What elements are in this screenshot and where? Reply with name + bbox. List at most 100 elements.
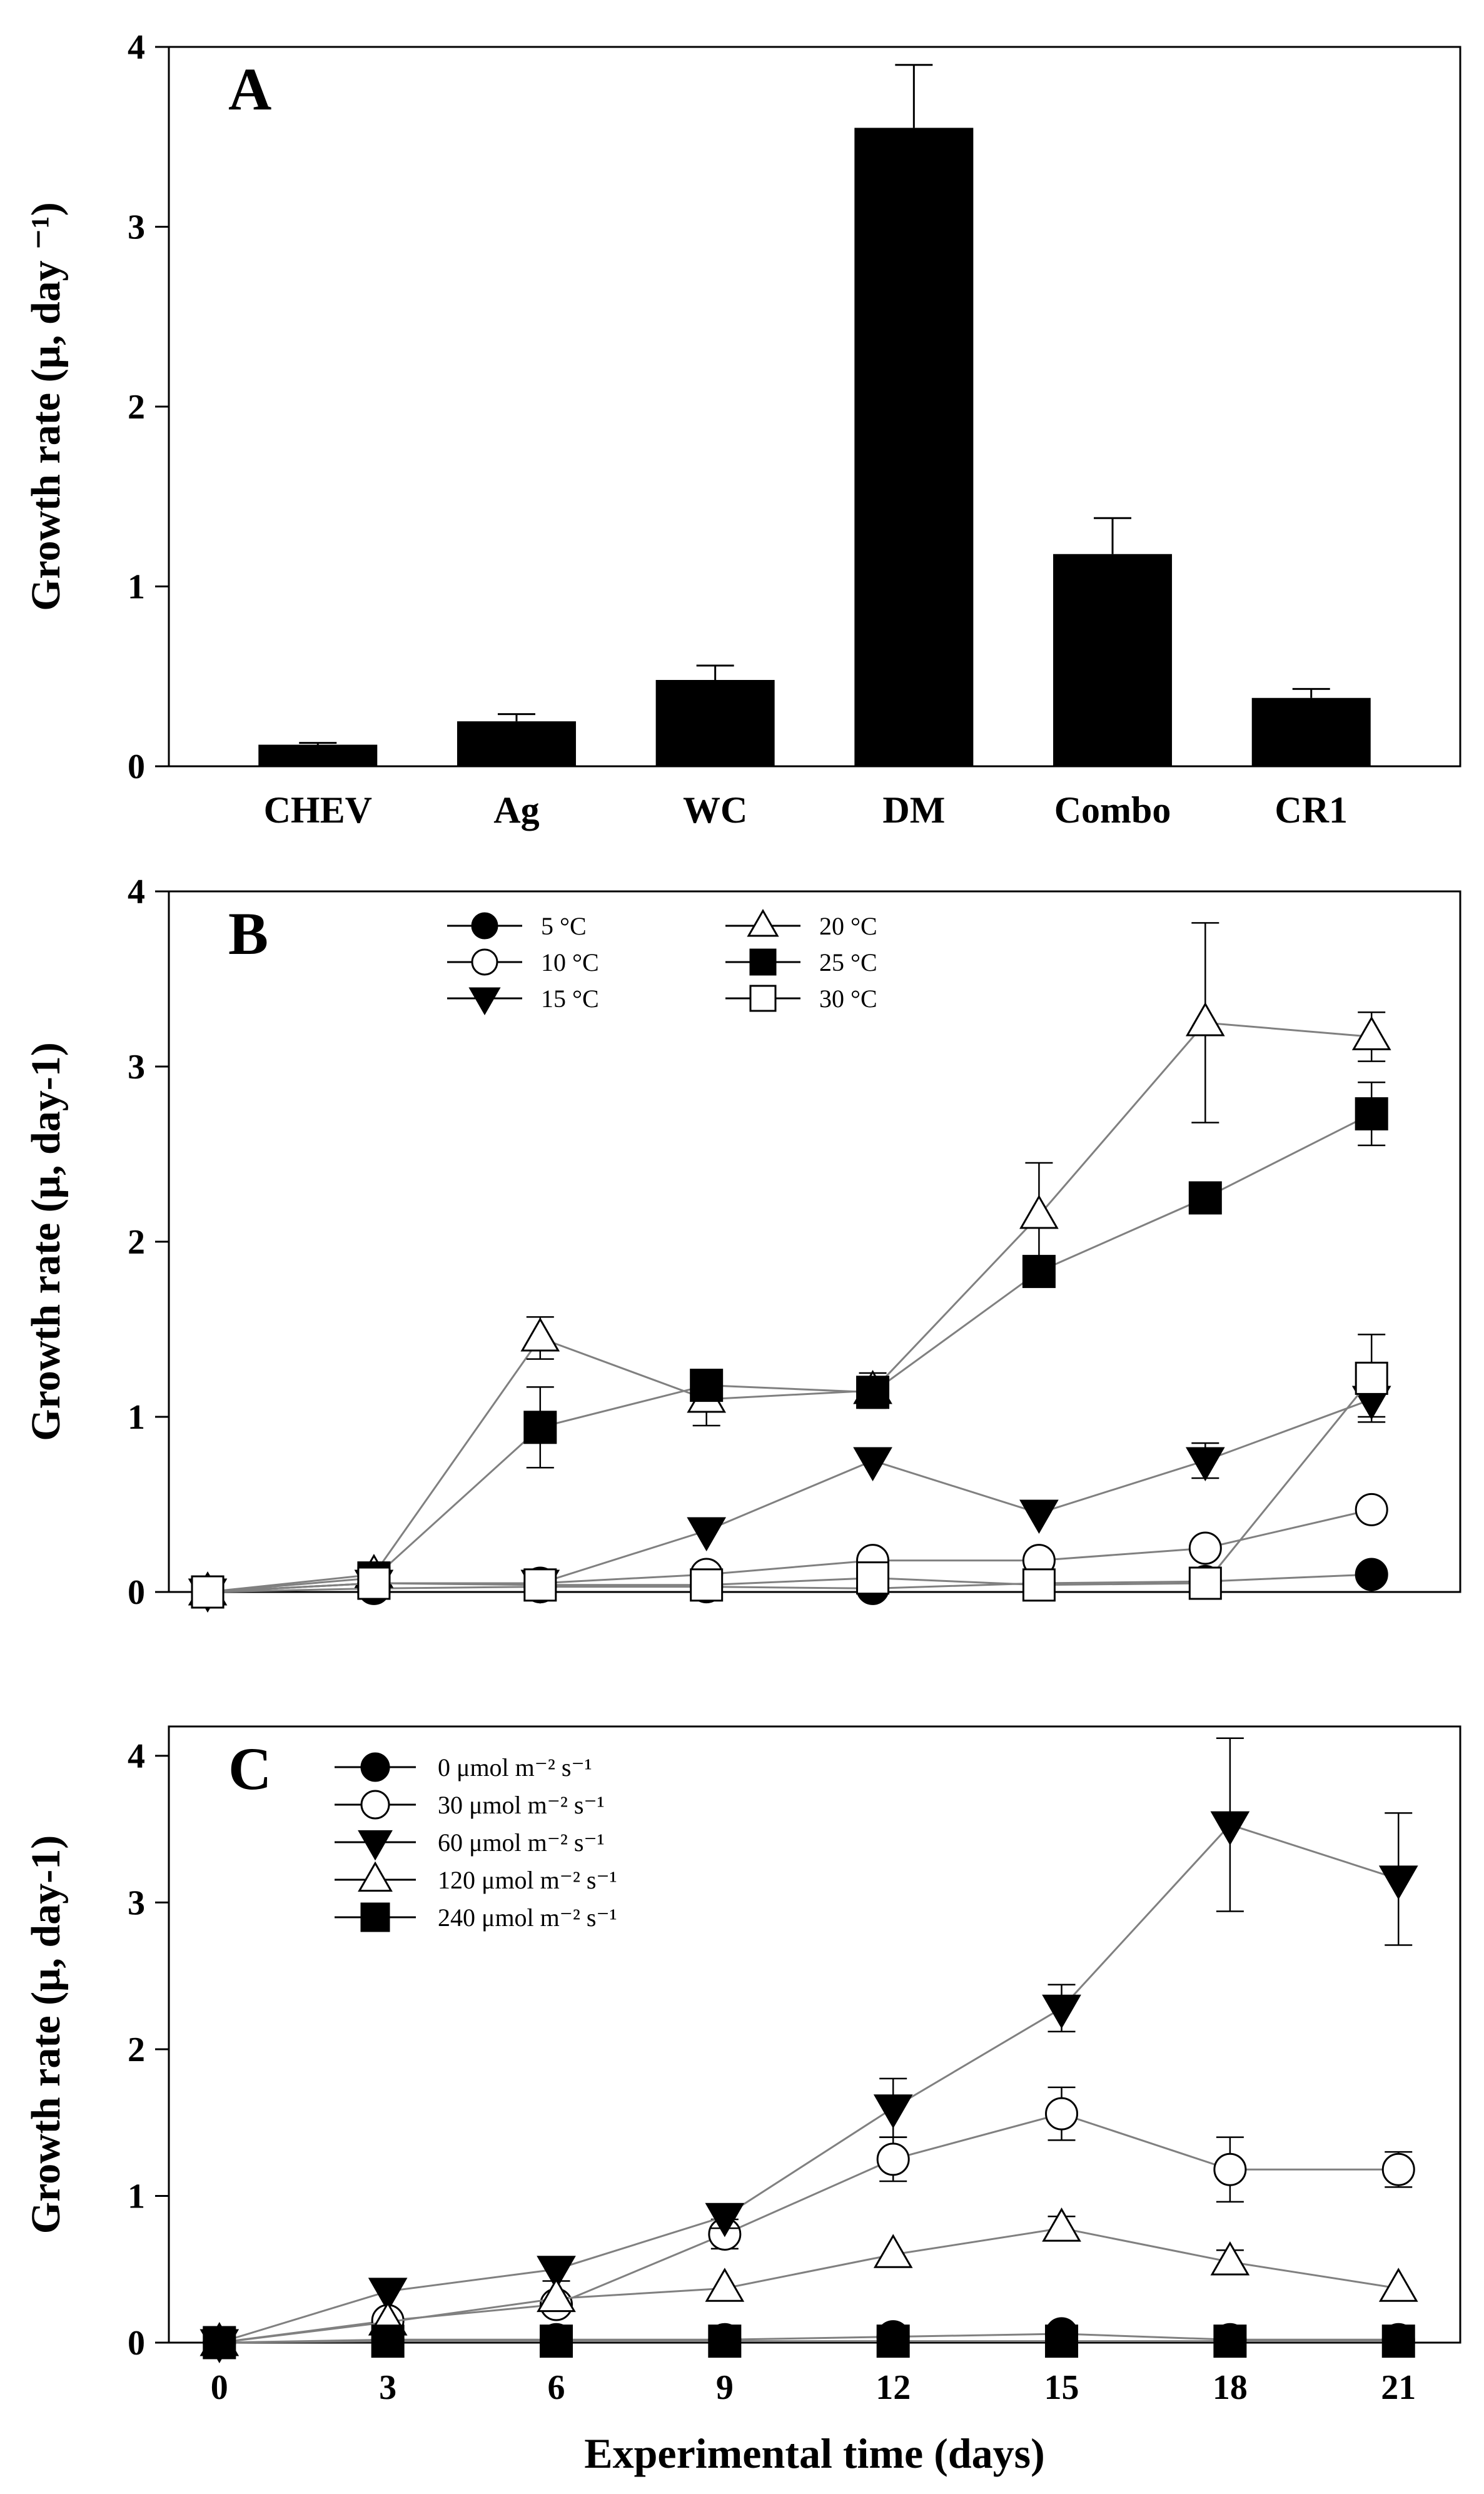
data-point-c-1 xyxy=(1381,2152,1415,2186)
data-point-c-3 xyxy=(873,2234,913,2268)
panel-label-b: B xyxy=(228,900,268,967)
data-point-b-4 xyxy=(856,1376,890,1409)
legend-marker-c-0 xyxy=(360,1752,390,1782)
data-point-b-5 xyxy=(523,1568,557,1602)
y-tick-label-c: 1 xyxy=(128,2177,145,2216)
legend-marker-b-5 xyxy=(749,985,777,1012)
y-tick-label-b: 1 xyxy=(128,1398,145,1437)
legend-label-c-1: 30 μmol m⁻² s⁻¹ xyxy=(438,1791,605,1819)
bar-chev xyxy=(258,744,378,766)
y-axis-title-c: Growth rate (μ, day-1) xyxy=(23,1835,69,2234)
data-point-b-2 xyxy=(1185,1447,1225,1482)
series-b-5 xyxy=(191,1334,1388,1609)
data-point-c-3 xyxy=(1042,2208,1081,2242)
legend-label-b-4: 25 °C xyxy=(819,948,877,976)
x-tick-label-c: 0 xyxy=(211,2368,228,2407)
data-point-b-4 xyxy=(1022,1255,1056,1289)
data-point-c-3 xyxy=(1210,2241,1250,2276)
y-tick-label-a: 1 xyxy=(128,568,145,607)
panel-a: 0 1 2 3 4 Growth rate (μ, day ⁻¹) A CHEV Ag WC DM C… xyxy=(23,28,1461,831)
x-tick-label-c: 6 xyxy=(548,2368,565,2407)
legend-marker-b-1 xyxy=(471,948,498,976)
data-point-c-1 xyxy=(876,2142,910,2176)
category-label-chev: CHEV xyxy=(264,789,372,831)
panel-label-a: A xyxy=(228,56,271,123)
legend-b: 5 °C 10 °C 15 °C 20 °C 25 °C 30 °C xyxy=(447,908,877,1016)
series-line-b-3 xyxy=(207,1021,1372,1593)
data-point-b-5 xyxy=(357,1566,391,1600)
legend-label-c-3: 120 μmol m⁻² s⁻¹ xyxy=(438,1866,617,1894)
data-point-b-1 xyxy=(1188,1531,1222,1565)
y-axis-title-b: Growth rate (μ, day-1) xyxy=(23,1042,69,1441)
data-point-c-2 xyxy=(873,2094,913,2129)
legend-label-c-2: 60 μmol m⁻² s⁻¹ xyxy=(438,1828,605,1857)
data-point-c-3 xyxy=(1378,2268,1418,2302)
panel-label-c: C xyxy=(228,1735,271,1802)
bar-ag xyxy=(457,721,576,766)
y-tick-label-c: 3 xyxy=(128,1883,145,1922)
data-point-b-4 xyxy=(690,1369,724,1402)
data-point-c-2 xyxy=(1210,1811,1250,1846)
data-point-c-4 xyxy=(1213,2324,1247,2358)
legend-label-b-5: 30 °C xyxy=(819,985,877,1013)
data-point-b-2 xyxy=(1019,1499,1059,1534)
data-point-b-5 xyxy=(856,1561,890,1595)
y-tick-label-c: 2 xyxy=(128,2030,145,2069)
data-point-b-4 xyxy=(523,1411,557,1444)
plot-frame-c xyxy=(168,1725,1461,2344)
legend-marker-b-4 xyxy=(749,948,777,976)
category-label-combo: Combo xyxy=(1054,789,1171,831)
data-point-c-4 xyxy=(876,2324,910,2358)
legend-c: 0 μmol m⁻² s⁻¹ 30 μmol m⁻² s⁻¹ 60 μmol m⁻²… xyxy=(335,1752,617,1932)
legend-label-b-2: 15 °C xyxy=(541,985,599,1013)
y-tick-label-b: 3 xyxy=(128,1048,145,1087)
x-tick-label-c: 21 xyxy=(1381,2368,1416,2407)
legend-marker-c-3 xyxy=(358,1861,393,1892)
data-point-c-4 xyxy=(371,2324,405,2358)
category-label-cr1: CR1 xyxy=(1275,789,1348,831)
y-axis-title-a: Growth rate (μ, day ⁻¹) xyxy=(23,202,69,611)
category-label-ag: Ag xyxy=(493,789,539,831)
bar-dm xyxy=(854,128,974,766)
x-tick-label-c: 15 xyxy=(1044,2368,1079,2407)
x-axis-title-c: Experimental time (days) xyxy=(584,2430,1045,2477)
y-tick-label-c: 4 xyxy=(128,1737,145,1776)
legend-marker-b-2 xyxy=(468,987,501,1016)
data-point-c-4 xyxy=(540,2324,573,2358)
data-point-b-3 xyxy=(1351,1016,1391,1050)
y-tick-label-b: 2 xyxy=(128,1223,145,1262)
legend-marker-c-4 xyxy=(360,1902,390,1932)
data-point-b-5 xyxy=(191,1575,225,1609)
data-point-c-2 xyxy=(1042,1994,1081,2029)
data-point-c-1 xyxy=(1213,2152,1247,2186)
y-tick-label-b: 4 xyxy=(128,873,145,911)
data-point-c-2 xyxy=(537,2256,576,2290)
data-point-c-4 xyxy=(203,2326,236,2360)
data-point-c-2 xyxy=(1378,1865,1418,1900)
series-line-c-2 xyxy=(219,1823,1399,2344)
legend-label-b-3: 20 °C xyxy=(819,912,877,940)
panel-b: 0 1 2 3 4 Growth rate (μ, day-1) B 5 °C 10 °C 15 … xyxy=(23,873,1461,1613)
data-point-c-2 xyxy=(368,2278,408,2312)
y-tick-label-a: 3 xyxy=(128,208,145,247)
data-point-c-4 xyxy=(1045,2324,1079,2358)
series-line-b-4 xyxy=(207,1113,1372,1593)
x-tick-label-c: 12 xyxy=(876,2368,911,2407)
y-tick-label-b: 0 xyxy=(128,1573,145,1612)
data-point-b-3 xyxy=(520,1317,560,1352)
data-point-b-2 xyxy=(853,1447,892,1482)
data-point-b-5 xyxy=(1188,1566,1222,1600)
legend-marker-c-1 xyxy=(360,1790,390,1820)
series-line-c-3 xyxy=(219,2227,1399,2344)
category-label-wc: WC xyxy=(683,789,747,831)
data-point-c-1 xyxy=(1045,2097,1079,2131)
data-point-c-3 xyxy=(705,2268,745,2302)
bar-wc xyxy=(655,680,775,766)
y-tick-label-a: 4 xyxy=(128,28,145,67)
data-point-b-3 xyxy=(1019,1194,1059,1229)
bar-cr1 xyxy=(1251,697,1371,766)
series-line-b-5 xyxy=(207,1377,1373,1593)
legend-marker-b-3 xyxy=(747,908,779,937)
